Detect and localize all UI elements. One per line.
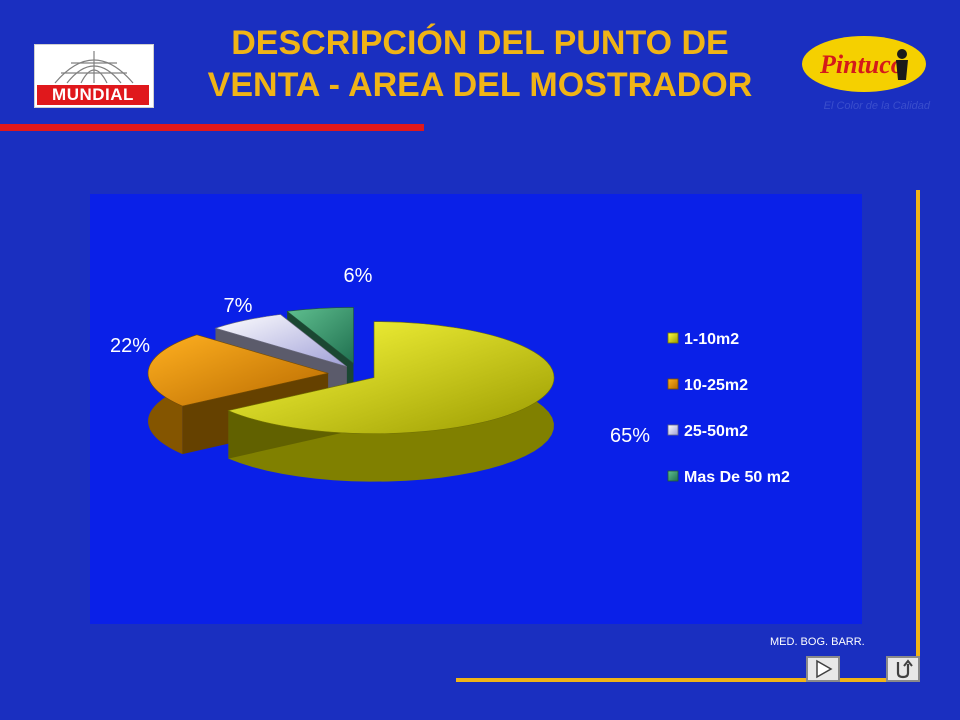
legend-label-4: Mas De 50 m2 [684, 469, 790, 486]
legend-label-2: 10-25m2 [684, 377, 748, 394]
title-line-1: DESCRIPCIÓN DEL PUNTO DE [231, 24, 729, 62]
legend-swatch-4 [667, 470, 679, 482]
legend-swatch-2 [667, 378, 679, 390]
pie-chart: 65% 22% 7% 6% 1-10m2 10-25m2 25-50m2 Mas De 50… [110, 265, 790, 486]
title-line-2: VENTA - AREA DEL MOSTRADOR [207, 66, 753, 104]
mundial-wordmark: MUNDIAL [37, 85, 149, 105]
legend-label-1: 1-10m2 [684, 331, 739, 348]
data-label-2: 22% [110, 335, 150, 357]
red-divider [0, 124, 424, 131]
play-arrow-icon [816, 659, 833, 679]
footer-text: MED. BOG. BARR. [770, 636, 865, 648]
legend-swatch-1 [667, 332, 679, 344]
data-label-4: 6% [344, 265, 373, 287]
return-arrow-icon [896, 659, 913, 679]
pie-slice-10-25m2 [147, 334, 330, 407]
slide-title: DESCRIPCIÓN DEL PUNTO DE VENTA - AREA DE… [180, 22, 780, 106]
legend-label-3: 25-50m2 [684, 423, 748, 440]
legend-swatch-3 [667, 424, 679, 436]
pie-slice-1-10m2 [227, 321, 555, 434]
data-label-3: 7% [224, 295, 253, 317]
vertical-accent-line [916, 190, 920, 682]
pintuco-logo: Pintuco [802, 36, 926, 92]
data-label-1: 65% [610, 425, 650, 447]
pie-slice-25-50m2 [214, 314, 347, 367]
next-slide-button[interactable] [806, 656, 840, 682]
globe-icon [54, 51, 134, 84]
return-button[interactable] [886, 656, 920, 682]
mundial-logo: MUNDIAL [34, 44, 154, 108]
horizontal-accent-line [456, 678, 920, 682]
tagline: El Color de la Calidad [823, 100, 930, 112]
pintuco-wordmark: Pintuco [819, 50, 904, 79]
chart-panel: 65% 22% 7% 6% 1-10m2 10-25m2 25-50m2 Mas De 50… [90, 194, 862, 624]
pie-slice-mas-de-50-m2 [286, 307, 354, 365]
